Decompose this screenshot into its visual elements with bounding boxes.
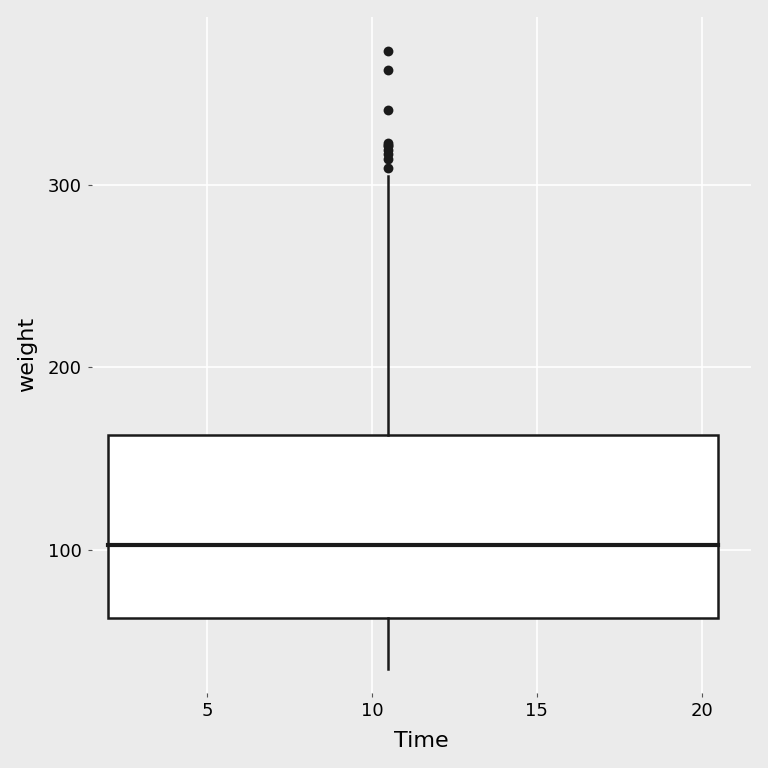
Point bbox=[382, 147, 395, 160]
Point bbox=[382, 45, 395, 58]
Point bbox=[382, 104, 395, 116]
Point bbox=[382, 64, 395, 76]
Point bbox=[382, 138, 395, 151]
Point bbox=[382, 162, 395, 174]
X-axis label: Time: Time bbox=[394, 731, 449, 751]
Point bbox=[382, 141, 395, 153]
Bar bbox=[108, 435, 718, 617]
Point bbox=[382, 137, 395, 149]
Point bbox=[382, 153, 395, 165]
Y-axis label: weight: weight bbox=[17, 317, 37, 392]
Point bbox=[382, 144, 395, 156]
